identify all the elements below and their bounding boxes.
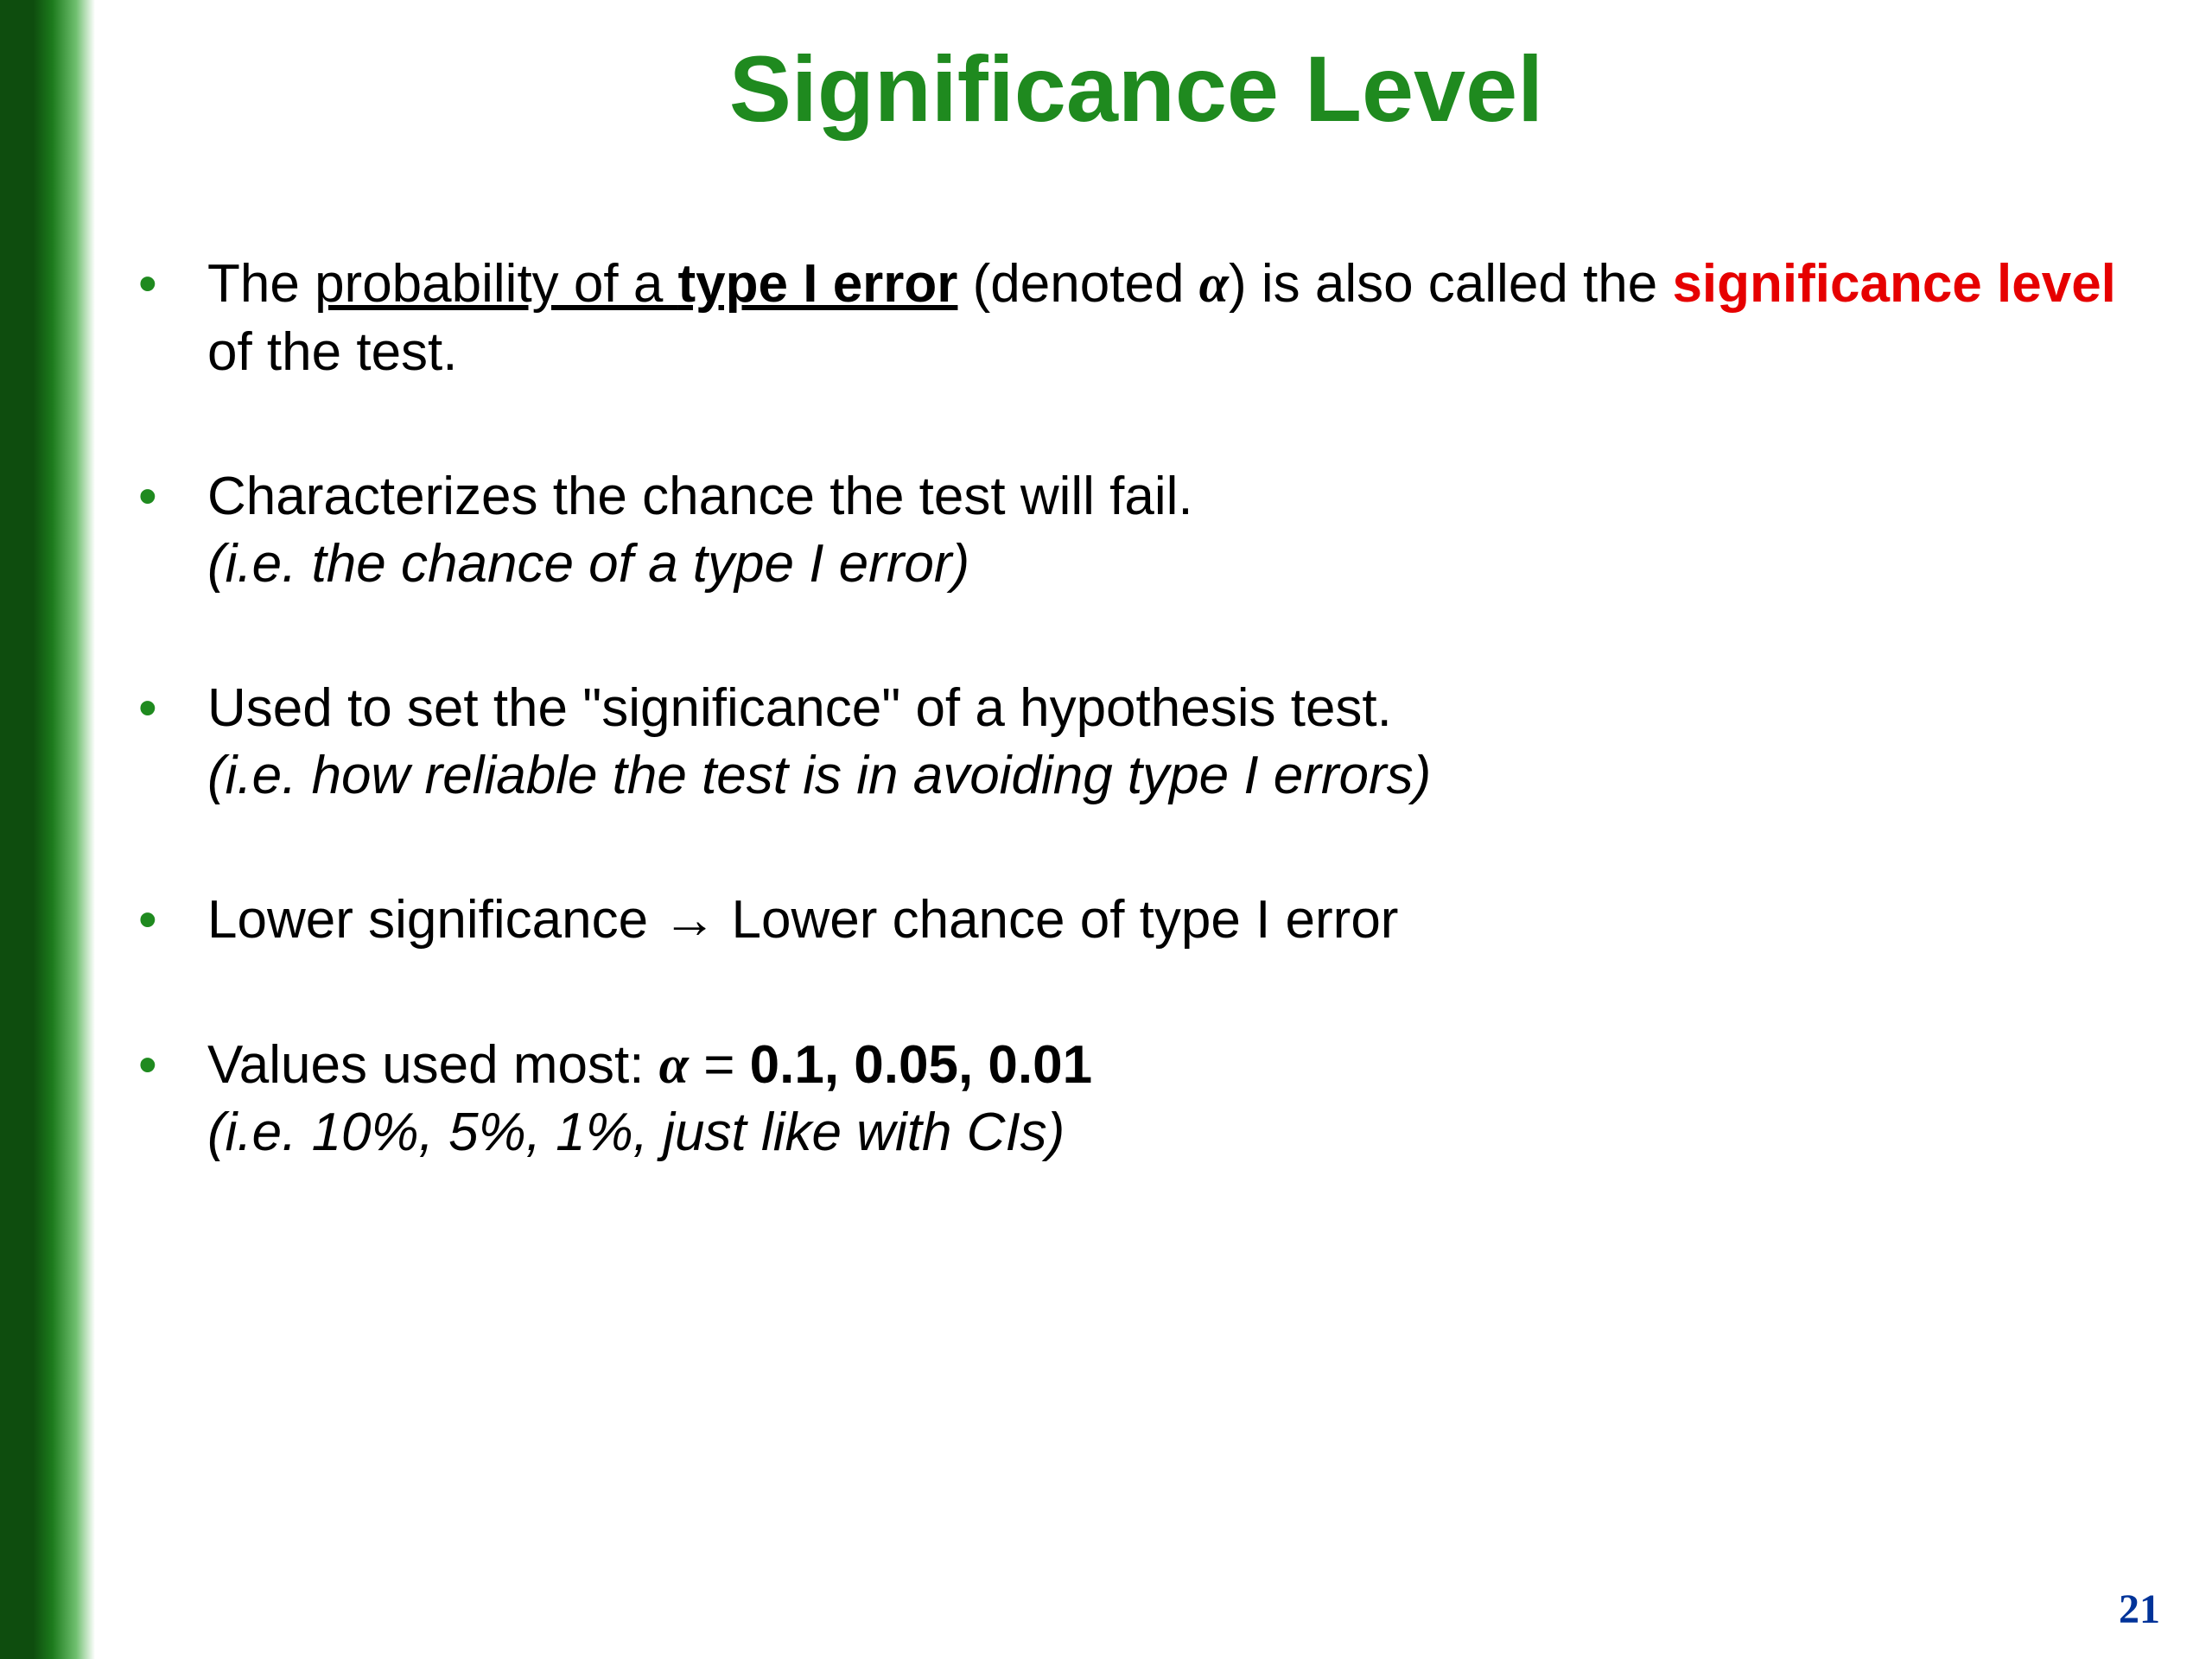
bullet-subline: (i.e. the chance of a type I error)	[207, 531, 2134, 598]
bullet-item: The probability of a type I error (denot…	[112, 251, 2134, 385]
text-segment: α	[1199, 255, 1229, 314]
text-segment: probability of a	[315, 254, 677, 314]
text-segment: Values used most:	[207, 1035, 659, 1095]
bullet-item: Used to set the "significance" of a hypo…	[112, 675, 2134, 809]
slide-content: The probability of a type I error (denot…	[112, 251, 2134, 1555]
text-segment: =	[689, 1035, 750, 1095]
bullet-main-line: The probability of a type I error (denot…	[207, 254, 2116, 382]
bullet-list: The probability of a type I error (denot…	[112, 251, 2134, 1166]
bullet-main-line: Lower significance → Lower chance of typ…	[207, 890, 1398, 950]
bullet-item: Lower significance → Lower chance of typ…	[112, 887, 2134, 954]
text-segment: (denoted	[957, 254, 1198, 314]
bullet-subline: (i.e. how reliable the test is in avoidi…	[207, 742, 2134, 810]
page-number: 21	[2119, 1586, 2160, 1633]
bullet-main-line: Values used most: α = 0.1, 0.05, 0.01	[207, 1035, 1092, 1095]
text-segment: significance level	[1672, 254, 2115, 314]
text-segment: Lower significance → Lower chance of typ…	[207, 890, 1398, 950]
bullet-subline: (i.e. 10%, 5%, 1%, just like with CIs)	[207, 1099, 2134, 1166]
side-gradient-strip	[0, 0, 95, 1659]
text-segment: of the test.	[207, 322, 458, 382]
bullet-item: Values used most: α = 0.1, 0.05, 0.01(i.…	[112, 1032, 2134, 1166]
slide-title: Significance Level	[95, 35, 2177, 143]
bullet-main-line: Used to set the "significance" of a hypo…	[207, 678, 1392, 738]
text-segment: type I error	[678, 254, 958, 314]
text-segment: ) is also called the	[1229, 254, 1672, 314]
text-segment: α	[659, 1036, 689, 1095]
bullet-main-line: Characterizes the chance the test will f…	[207, 467, 1193, 526]
text-segment: Used to set the "significance" of a hypo…	[207, 678, 1392, 738]
slide: Significance Level The probability of a …	[0, 0, 2212, 1659]
text-segment: The	[207, 254, 315, 314]
bullet-item: Characterizes the chance the test will f…	[112, 463, 2134, 597]
text-segment: 0.1, 0.05, 0.01	[750, 1035, 1092, 1095]
text-segment: Characterizes the chance the test will f…	[207, 467, 1193, 526]
